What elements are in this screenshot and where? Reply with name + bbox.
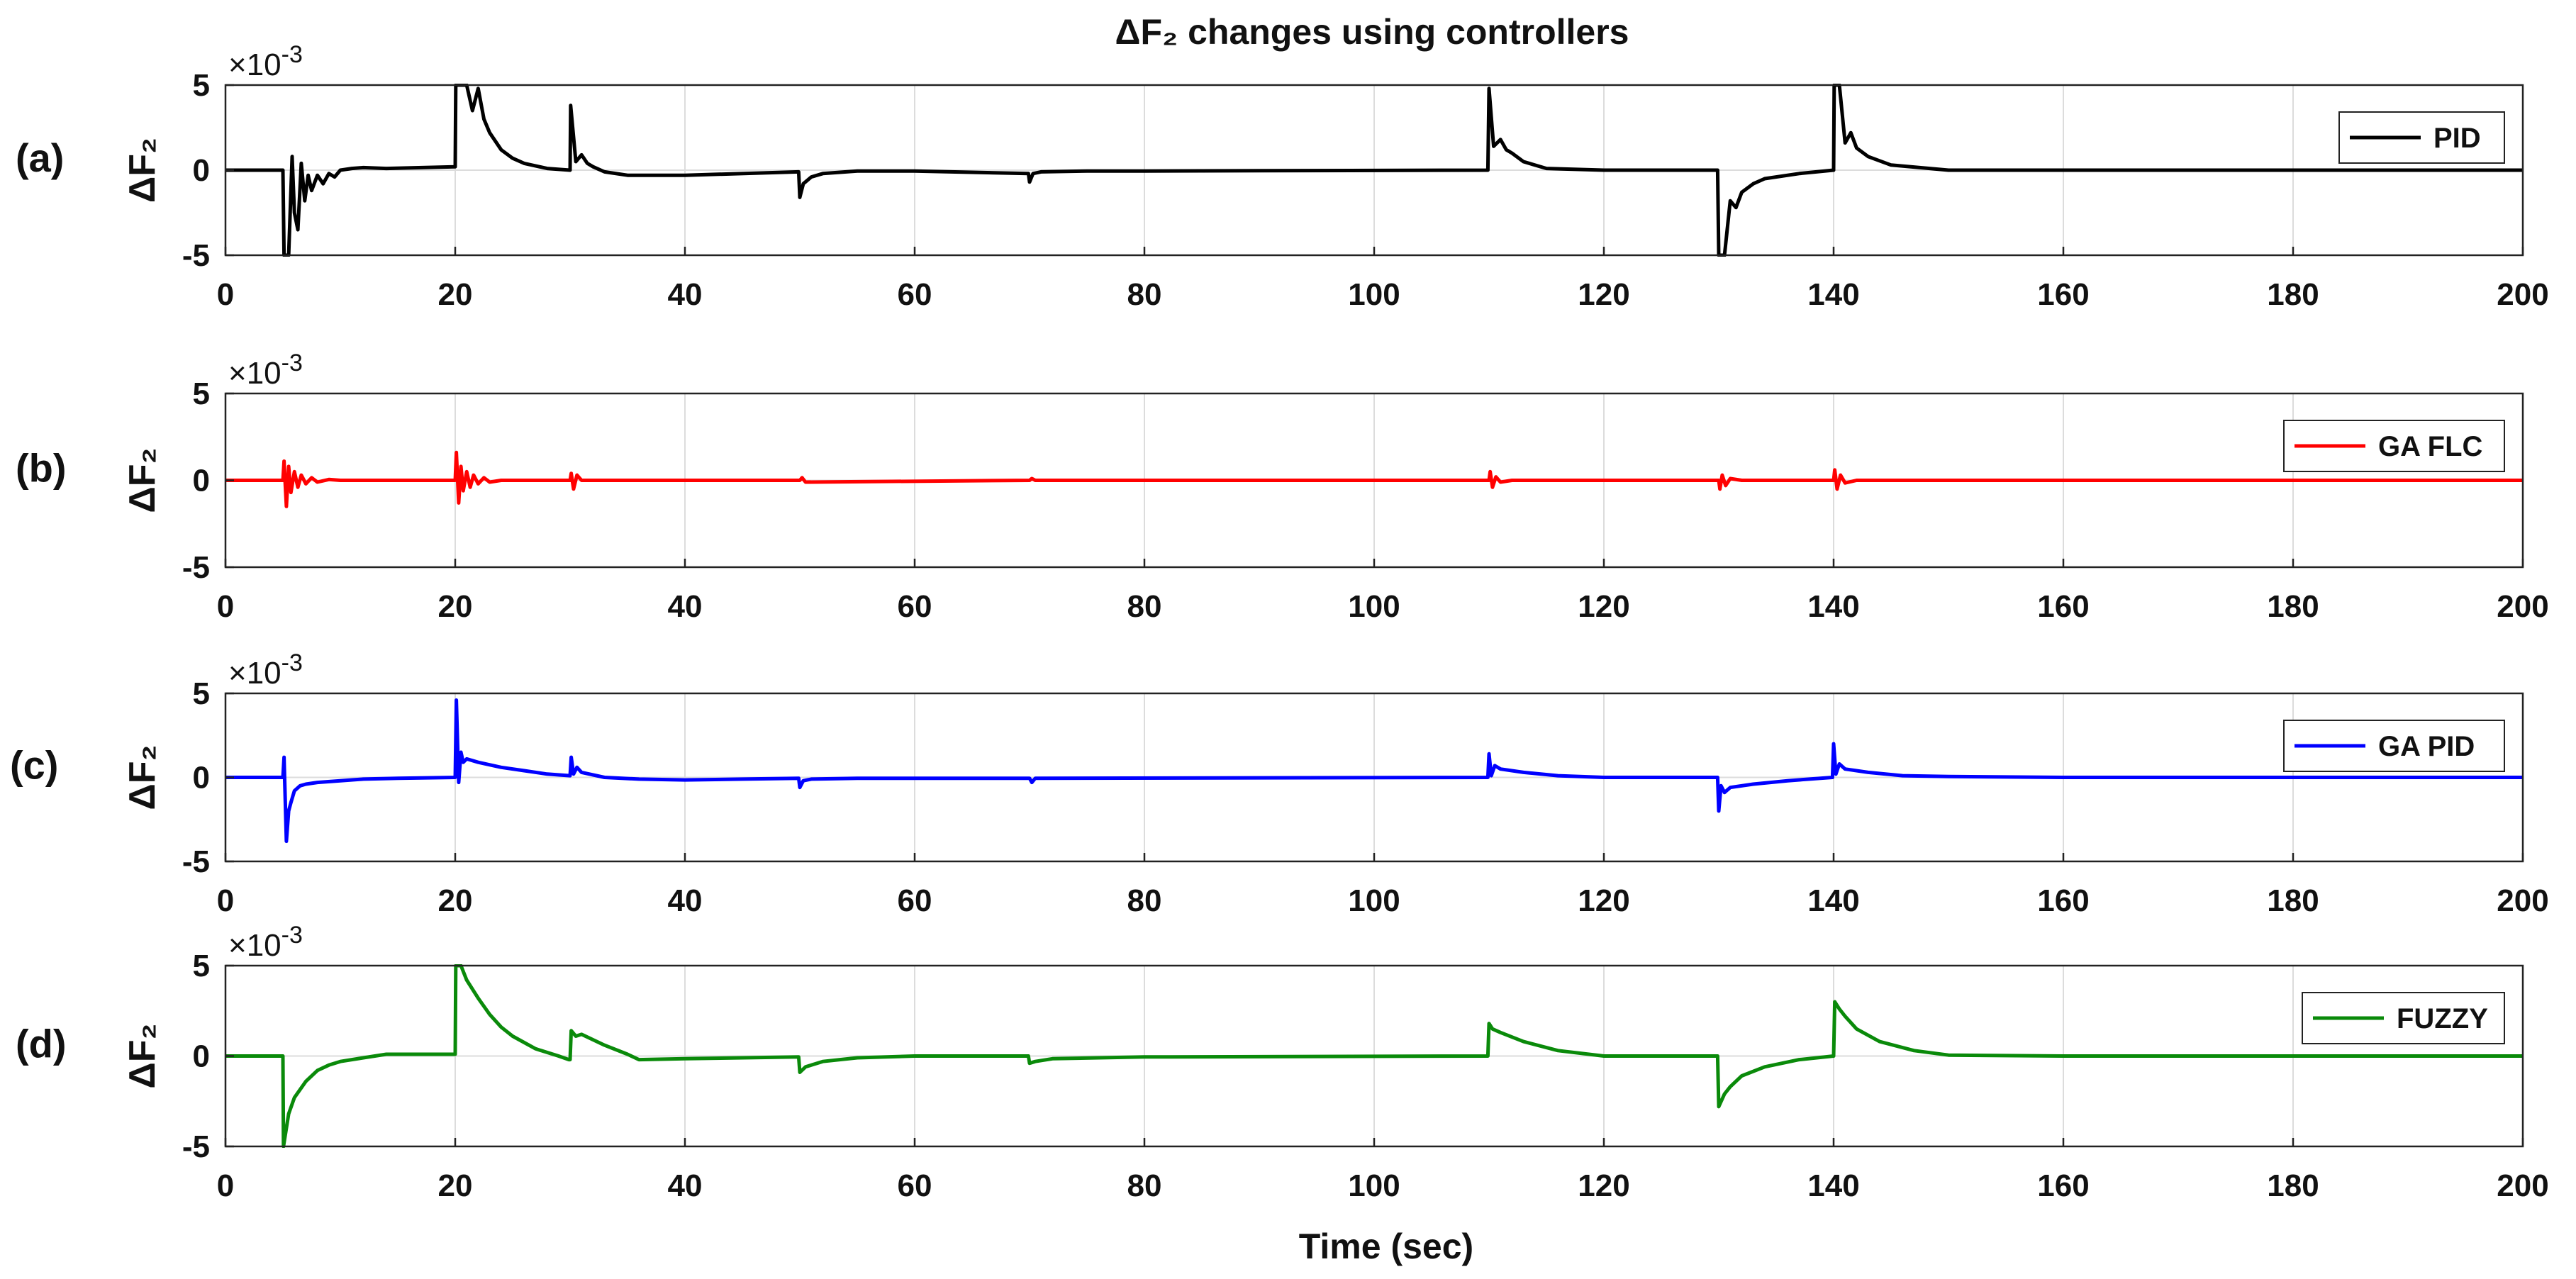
x-tick-label: 120 — [1578, 589, 1629, 624]
x-tick-label: 60 — [898, 883, 932, 918]
panel-label: (a) — [16, 135, 64, 180]
y-tick-label: -5 — [182, 238, 210, 273]
series-line-ga-flc — [225, 450, 2523, 508]
x-tick-label: 40 — [668, 883, 703, 918]
x-tick-label: 180 — [2267, 277, 2319, 312]
x-tick-label: 200 — [2497, 1168, 2548, 1203]
x-tick-label: 180 — [2267, 589, 2319, 624]
y-tick-label: 0 — [193, 464, 210, 498]
y-tick-label: -5 — [182, 1129, 210, 1164]
subplots: 0 20 40 60 80 100 120 140 160 180 20050-5×10-3ΔF₂(… — [10, 41, 2549, 1203]
x-tick-label: 180 — [2267, 883, 2319, 918]
x-tick-label: 120 — [1578, 277, 1629, 312]
y-axis-label-text: ΔF₂ — [122, 1023, 163, 1088]
x-tick-label: 80 — [1127, 1168, 1162, 1203]
axis-scale-multiplier: ×10-3 — [228, 41, 303, 82]
x-tick-label: 80 — [1127, 589, 1162, 624]
x-tick-label: 20 — [438, 1168, 473, 1203]
x-tick-label: 160 — [2037, 589, 2089, 624]
x-tick-label: 60 — [898, 589, 932, 624]
y-tick-label: -5 — [182, 550, 210, 585]
panel-label: (d) — [16, 1022, 67, 1066]
x-tick-label: 20 — [438, 277, 473, 312]
y-axis-label: ΔF₂ — [122, 447, 163, 513]
subplot-a: 0 20 40 60 80 100 120 140 160 180 20050-5×10-3ΔF₂(… — [16, 41, 2549, 312]
x-tick-label: 40 — [668, 1168, 703, 1203]
x-axis-label: Time (sec) — [1299, 1227, 1473, 1266]
x-tick-label: 140 — [1807, 883, 1859, 918]
x-tick-label: 100 — [1348, 1168, 1400, 1203]
legend-label: FUZZY — [2397, 1003, 2488, 1034]
x-tick-label: 140 — [1807, 1168, 1859, 1203]
axis-scale-multiplier: ×10-3 — [228, 350, 303, 391]
y-axis-label: ΔF₂ — [122, 744, 163, 810]
x-tick-label: 140 — [1807, 277, 1859, 312]
legend-label: GA FLC — [2378, 431, 2482, 462]
figure-title: ΔF₂ changes using controllers — [1115, 12, 1629, 52]
x-tick-label: 200 — [2497, 589, 2548, 624]
legend-label: PID — [2433, 123, 2481, 154]
series-line-pid — [225, 84, 2523, 257]
legend: GA FLC — [2283, 420, 2505, 472]
x-tick-label: 0 — [217, 883, 234, 918]
y-axis-label: ΔF₂ — [122, 138, 163, 203]
x-tick-label: 0 — [217, 277, 234, 312]
x-tick-label: 0 — [217, 589, 234, 624]
y-tick-label: 5 — [193, 376, 210, 411]
x-tick-label: 100 — [1348, 883, 1400, 918]
x-tick-label: 200 — [2497, 883, 2548, 918]
x-tick-label: 60 — [898, 1168, 932, 1203]
y-axis-label-text: ΔF₂ — [122, 447, 163, 513]
y-axis-label: ΔF₂ — [122, 1023, 163, 1088]
legend: GA PID — [2283, 720, 2505, 772]
x-tick-label: 20 — [438, 589, 473, 624]
panel-label: (b) — [16, 446, 67, 491]
y-tick-label: 0 — [193, 1039, 210, 1074]
x-tick-label: 180 — [2267, 1168, 2319, 1203]
y-tick-label: -5 — [182, 844, 210, 879]
y-tick-label: 0 — [193, 153, 210, 188]
y-tick-label: 0 — [193, 761, 210, 795]
series-line-ga-pid — [225, 698, 2523, 844]
x-tick-label: 140 — [1807, 589, 1859, 624]
x-tick-label: 20 — [438, 883, 473, 918]
series-line-fuzzy — [225, 964, 2523, 1148]
y-tick-label: 5 — [193, 68, 210, 103]
x-tick-label: 40 — [668, 277, 703, 312]
y-tick-label: 5 — [193, 676, 210, 711]
x-tick-label: 40 — [668, 589, 703, 624]
y-axis-label-text: ΔF₂ — [122, 138, 163, 203]
axis-scale-multiplier: ×10-3 — [228, 922, 303, 963]
x-tick-label: 120 — [1578, 883, 1629, 918]
subplot-b: 0 20 40 60 80 100 120 140 160 180 20050-5×10-3ΔF₂(… — [16, 350, 2549, 624]
x-tick-label: 0 — [217, 1168, 234, 1203]
x-tick-label: 160 — [2037, 883, 2089, 918]
panel-label: (c) — [10, 743, 58, 788]
x-tick-label: 120 — [1578, 1168, 1629, 1203]
x-tick-label: 80 — [1127, 277, 1162, 312]
y-tick-label: 5 — [193, 949, 210, 983]
y-axis-label-text: ΔF₂ — [122, 744, 163, 810]
x-tick-label: 100 — [1348, 277, 1400, 312]
x-tick-label: 200 — [2497, 277, 2548, 312]
axis-scale-multiplier: ×10-3 — [228, 649, 303, 691]
x-tick-label: 60 — [898, 277, 932, 312]
legend: PID — [2338, 111, 2505, 164]
x-tick-label: 80 — [1127, 883, 1162, 918]
legend: FUZZY — [2302, 992, 2505, 1044]
x-tick-label: 100 — [1348, 589, 1400, 624]
legend-label: GA PID — [2378, 731, 2475, 762]
x-tick-label: 160 — [2037, 277, 2089, 312]
x-tick-label: 160 — [2037, 1168, 2089, 1203]
subplot-c: 0 20 40 60 80 100 120 140 160 180 20050-5×10-3ΔF₂(… — [10, 649, 2549, 918]
subplot-d: 0 20 40 60 80 100 120 140 160 180 20050-5×10-3ΔF₂(… — [16, 922, 2549, 1203]
